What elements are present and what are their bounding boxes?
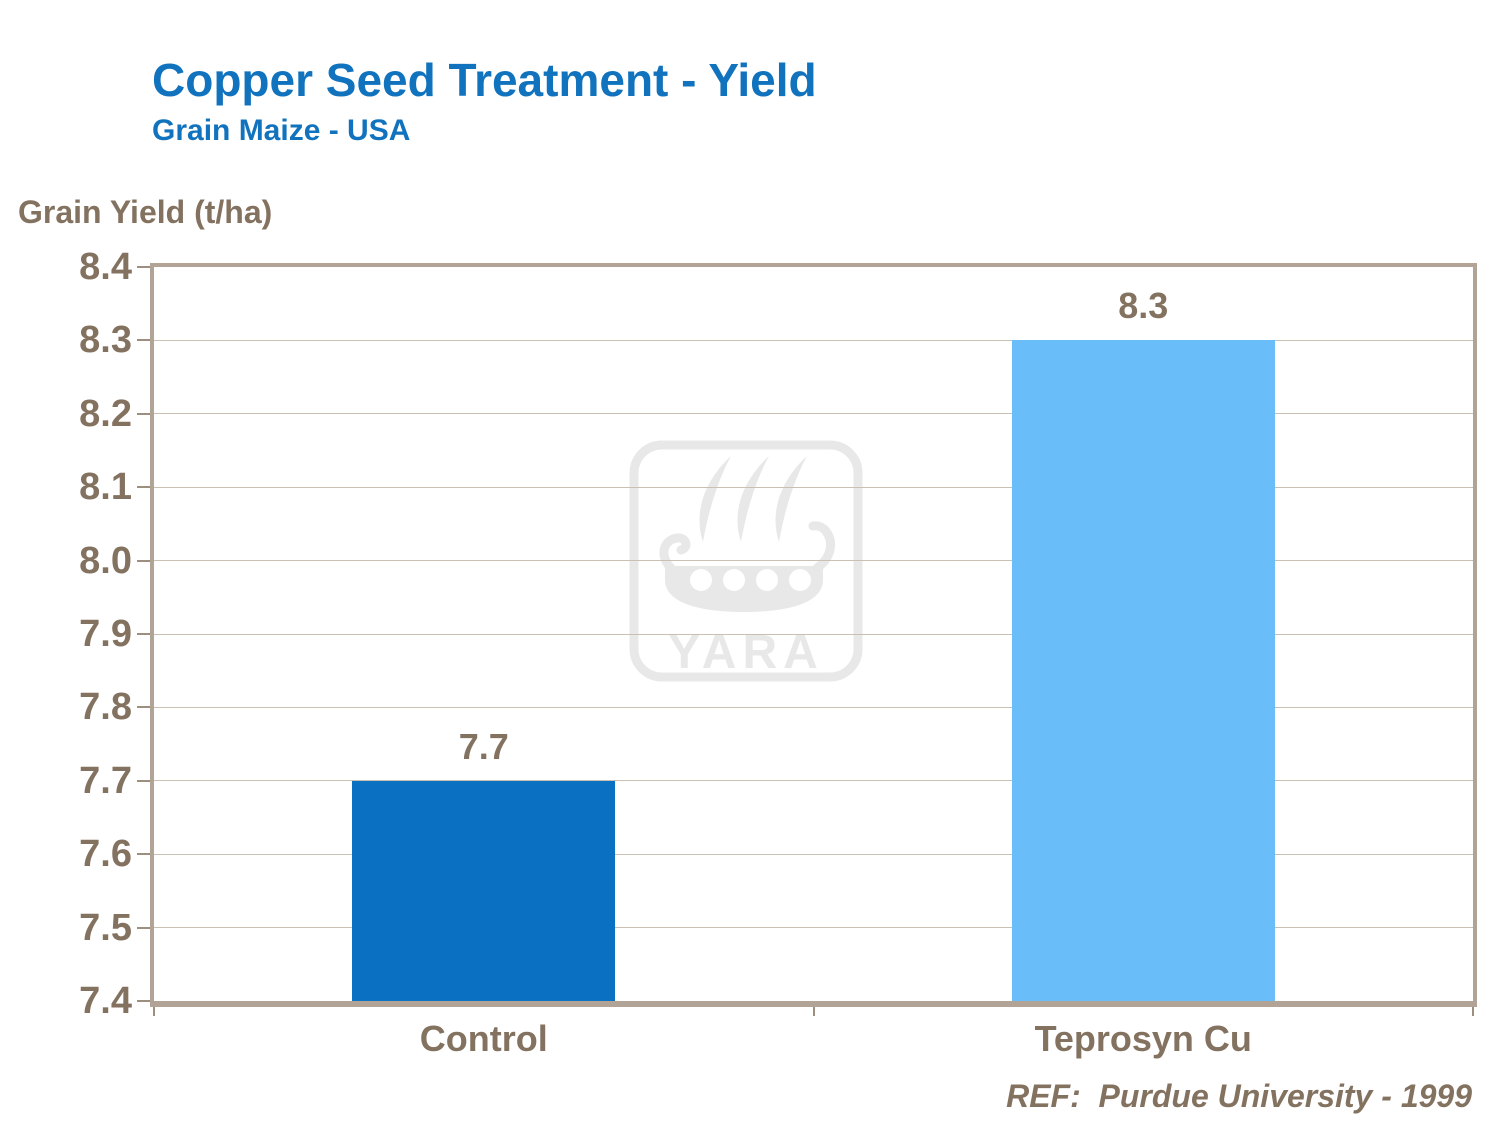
y-axis-tick: [137, 706, 154, 709]
y-tick-label: 8.0: [79, 539, 132, 582]
y-tick-label: 7.4: [79, 980, 132, 1022]
x-category-label: Control: [419, 1018, 548, 1059]
y-tick-label: 8.1: [79, 466, 132, 509]
x-category-label: Teprosyn Cu: [1034, 1018, 1252, 1059]
y-gridline: [154, 339, 1473, 341]
y-tick-label: 7.7: [79, 759, 132, 802]
bar-control: [352, 780, 616, 1001]
page-subtitle: Grain Maize - USA: [152, 114, 411, 148]
bar-teprosyn-cu: [1011, 340, 1275, 1001]
y-gridline: [154, 560, 1473, 562]
y-axis-tick: [137, 1000, 154, 1002]
y-gridline: [154, 780, 1473, 782]
y-axis-tick: [137, 853, 154, 856]
y-axis-tick: [137, 779, 154, 782]
x-axis-tick: [1472, 1003, 1474, 1016]
x-axis-tick: [812, 1003, 815, 1016]
y-axis-tick: [137, 926, 154, 929]
y-tick-label: 8.2: [79, 392, 132, 435]
y-axis-tick: [137, 266, 154, 268]
y-tick-label: 8.4: [79, 246, 132, 288]
plot-area: 8.4 8.3 8.2 8.1 8.0 7.9 7.8 7.7 7.6 7.5 7.4 7.7 Cont…: [79, 246, 1474, 1059]
y-gridline: [154, 633, 1473, 635]
y-gridline: [154, 486, 1473, 488]
y-tick-label: 7.8: [79, 686, 132, 729]
y-tick-label: 8.3: [79, 319, 132, 362]
y-gridline: [154, 853, 1473, 855]
y-gridline: [154, 413, 1473, 415]
reference-note: REF: Purdue University - 1999: [1006, 1078, 1472, 1114]
y-axis-tick: [137, 339, 154, 342]
yara-watermark-logo: YARA: [629, 440, 863, 682]
x-axis-tick: [153, 1003, 155, 1016]
y-axis-tick: [137, 559, 154, 562]
y-tick-label: 7.9: [79, 613, 132, 655]
y-axis-tick: [137, 412, 154, 415]
viking-ship-sails-icon: [699, 456, 807, 542]
watermark-brand-text: YARA: [668, 626, 824, 679]
y-gridline: [154, 927, 1473, 929]
viking-ship-hull-icon: [659, 521, 836, 612]
page-title: Copper Seed Treatment - Yield: [152, 54, 817, 106]
y-axis-tick: [137, 633, 154, 635]
y-tick-label: 7.5: [79, 906, 132, 949]
bar-value-label: 8.3: [1118, 285, 1169, 327]
y-gridline: [154, 706, 1473, 708]
y-axis-tick: [137, 486, 154, 489]
chart-header: Copper Seed Treatment - Yield Grain Maiz…: [152, 56, 817, 148]
y-tick-label: 7.6: [79, 833, 132, 876]
bar-value-label: 7.7: [458, 725, 509, 767]
y-axis-title: Grain Yield (t/ha): [18, 194, 273, 230]
